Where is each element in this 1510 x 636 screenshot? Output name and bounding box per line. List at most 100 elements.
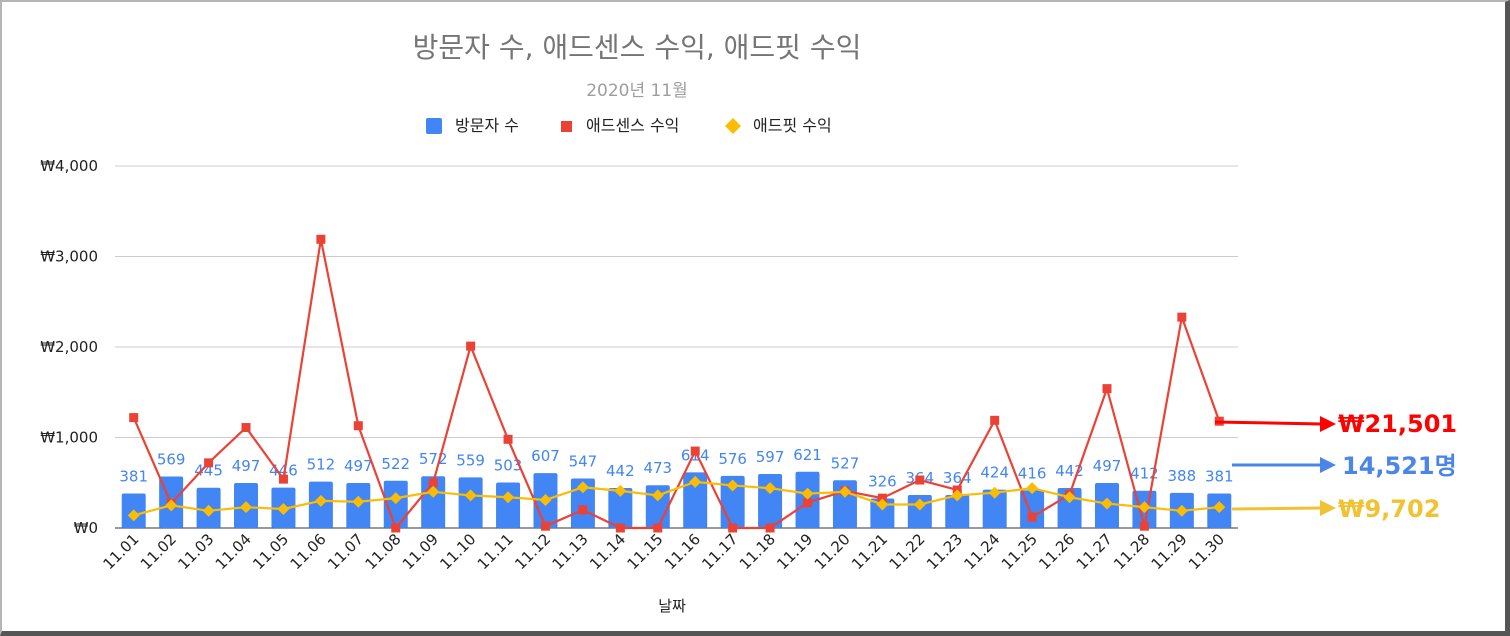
- bar-data-label: 416: [1018, 464, 1047, 482]
- bar: [870, 498, 895, 528]
- point: [316, 234, 326, 244]
- bar-data-label: 364: [943, 469, 972, 487]
- bar: [496, 482, 521, 528]
- annotation-arrow-adsense: [1214, 420, 1323, 426]
- point: [352, 495, 365, 508]
- bar-data-label: 576: [718, 450, 747, 468]
- bar-series-visitors: [121, 471, 1232, 528]
- point: [1102, 384, 1112, 394]
- x-tick-label: 11.24: [960, 530, 1003, 573]
- bar-data-label: 527: [831, 454, 860, 472]
- point: [278, 474, 288, 484]
- point: [988, 486, 1001, 499]
- bar-data-label: 381: [119, 468, 148, 486]
- point: [726, 479, 739, 492]
- bar: [570, 478, 595, 528]
- bar-data-label: 597: [756, 448, 785, 466]
- point: [803, 498, 813, 508]
- legend-label-visitors: 방문자 수: [455, 116, 519, 135]
- point: [1100, 497, 1113, 510]
- point: [1175, 504, 1188, 517]
- bar-data-label: 522: [381, 455, 410, 473]
- bar: [945, 495, 970, 528]
- point: [353, 421, 363, 431]
- x-tick-label: 11.17: [698, 530, 741, 573]
- point: [689, 475, 702, 488]
- x-tick-label: 11.09: [399, 530, 442, 573]
- legend-swatch-adfit: [725, 118, 741, 134]
- x-tick-label: 11.10: [436, 530, 479, 573]
- bar: [458, 477, 483, 528]
- point: [915, 475, 925, 485]
- point: [466, 341, 476, 351]
- annotation-arrowhead-adfit: [1320, 500, 1336, 516]
- x-tick-label: 11.22: [886, 530, 929, 573]
- point: [913, 498, 926, 511]
- point: [1139, 521, 1149, 531]
- point: [464, 489, 477, 502]
- bar-data-label: 326: [868, 472, 897, 490]
- bar-data-label: 497: [232, 457, 261, 475]
- point: [764, 482, 777, 495]
- point: [241, 423, 251, 433]
- bar: [683, 472, 708, 528]
- bar-data-label: 473: [643, 459, 672, 477]
- point: [728, 523, 738, 533]
- point: [428, 478, 438, 488]
- bar-data-label: 497: [1093, 457, 1122, 475]
- chart-subtitle: 2020년 11월: [586, 81, 688, 101]
- bar-data-label: 503: [494, 456, 523, 474]
- bar-data-label: 547: [569, 452, 598, 470]
- point: [801, 487, 814, 500]
- x-tick-label: 11.14: [586, 530, 629, 573]
- bar-data-label: 569: [157, 451, 186, 469]
- bar: [982, 489, 1007, 528]
- x-tick-label: 11.07: [324, 530, 367, 573]
- bar-data-label: 412: [1130, 465, 1159, 483]
- legend-swatch-adsense: [561, 121, 572, 132]
- point: [503, 434, 513, 444]
- bar: [383, 480, 408, 528]
- point: [165, 499, 178, 512]
- point: [1177, 312, 1187, 322]
- series-line: [133, 480, 1220, 517]
- x-tick-label: 11.04: [212, 530, 255, 573]
- x-tick-label: 11.29: [1148, 530, 1191, 573]
- x-tick-label: 11.15: [624, 530, 667, 573]
- point: [951, 489, 964, 502]
- y-tick-label: ₩0: [74, 519, 98, 537]
- point: [539, 493, 552, 506]
- x-tick-label: 11.21: [848, 530, 891, 573]
- bar-data-label: 559: [456, 451, 485, 469]
- annotation-total-adsense: ₩21,501: [1338, 410, 1457, 438]
- point: [1213, 501, 1226, 514]
- bar-data-label: 442: [606, 462, 635, 480]
- annotation-total-adfit: ₩9,702: [1338, 495, 1440, 523]
- x-tick-label: 11.30: [1185, 530, 1228, 573]
- point: [653, 523, 663, 533]
- x-tick-label: 11.12: [511, 530, 554, 573]
- point: [990, 415, 1000, 425]
- y-tick-label: ₩3,000: [40, 248, 98, 266]
- bar-data-label: 388: [1168, 467, 1197, 485]
- point: [202, 504, 215, 517]
- x-tick-label: 11.06: [287, 530, 330, 573]
- totals-annotations: ₩21,501 14,521명 ₩9,702: [1214, 410, 1457, 523]
- point: [277, 502, 290, 515]
- point: [1063, 491, 1076, 504]
- x-tick-label: 11.05: [249, 530, 292, 573]
- point: [240, 501, 253, 514]
- point: [427, 485, 440, 498]
- gridlines: [115, 165, 1238, 529]
- bar-data-label: 446: [269, 462, 298, 480]
- point: [391, 523, 401, 533]
- legend-label-adfit: 애드핏 수익: [753, 116, 832, 135]
- series-line: [132, 238, 1221, 530]
- x-tick-label: 11.19: [773, 530, 816, 573]
- x-tick-label: 11.27: [1073, 530, 1116, 573]
- point: [578, 505, 588, 515]
- x-tick-label: 11.23: [923, 530, 966, 573]
- point: [204, 458, 214, 468]
- legend-label-adsense: 애드센스 수익: [586, 116, 679, 135]
